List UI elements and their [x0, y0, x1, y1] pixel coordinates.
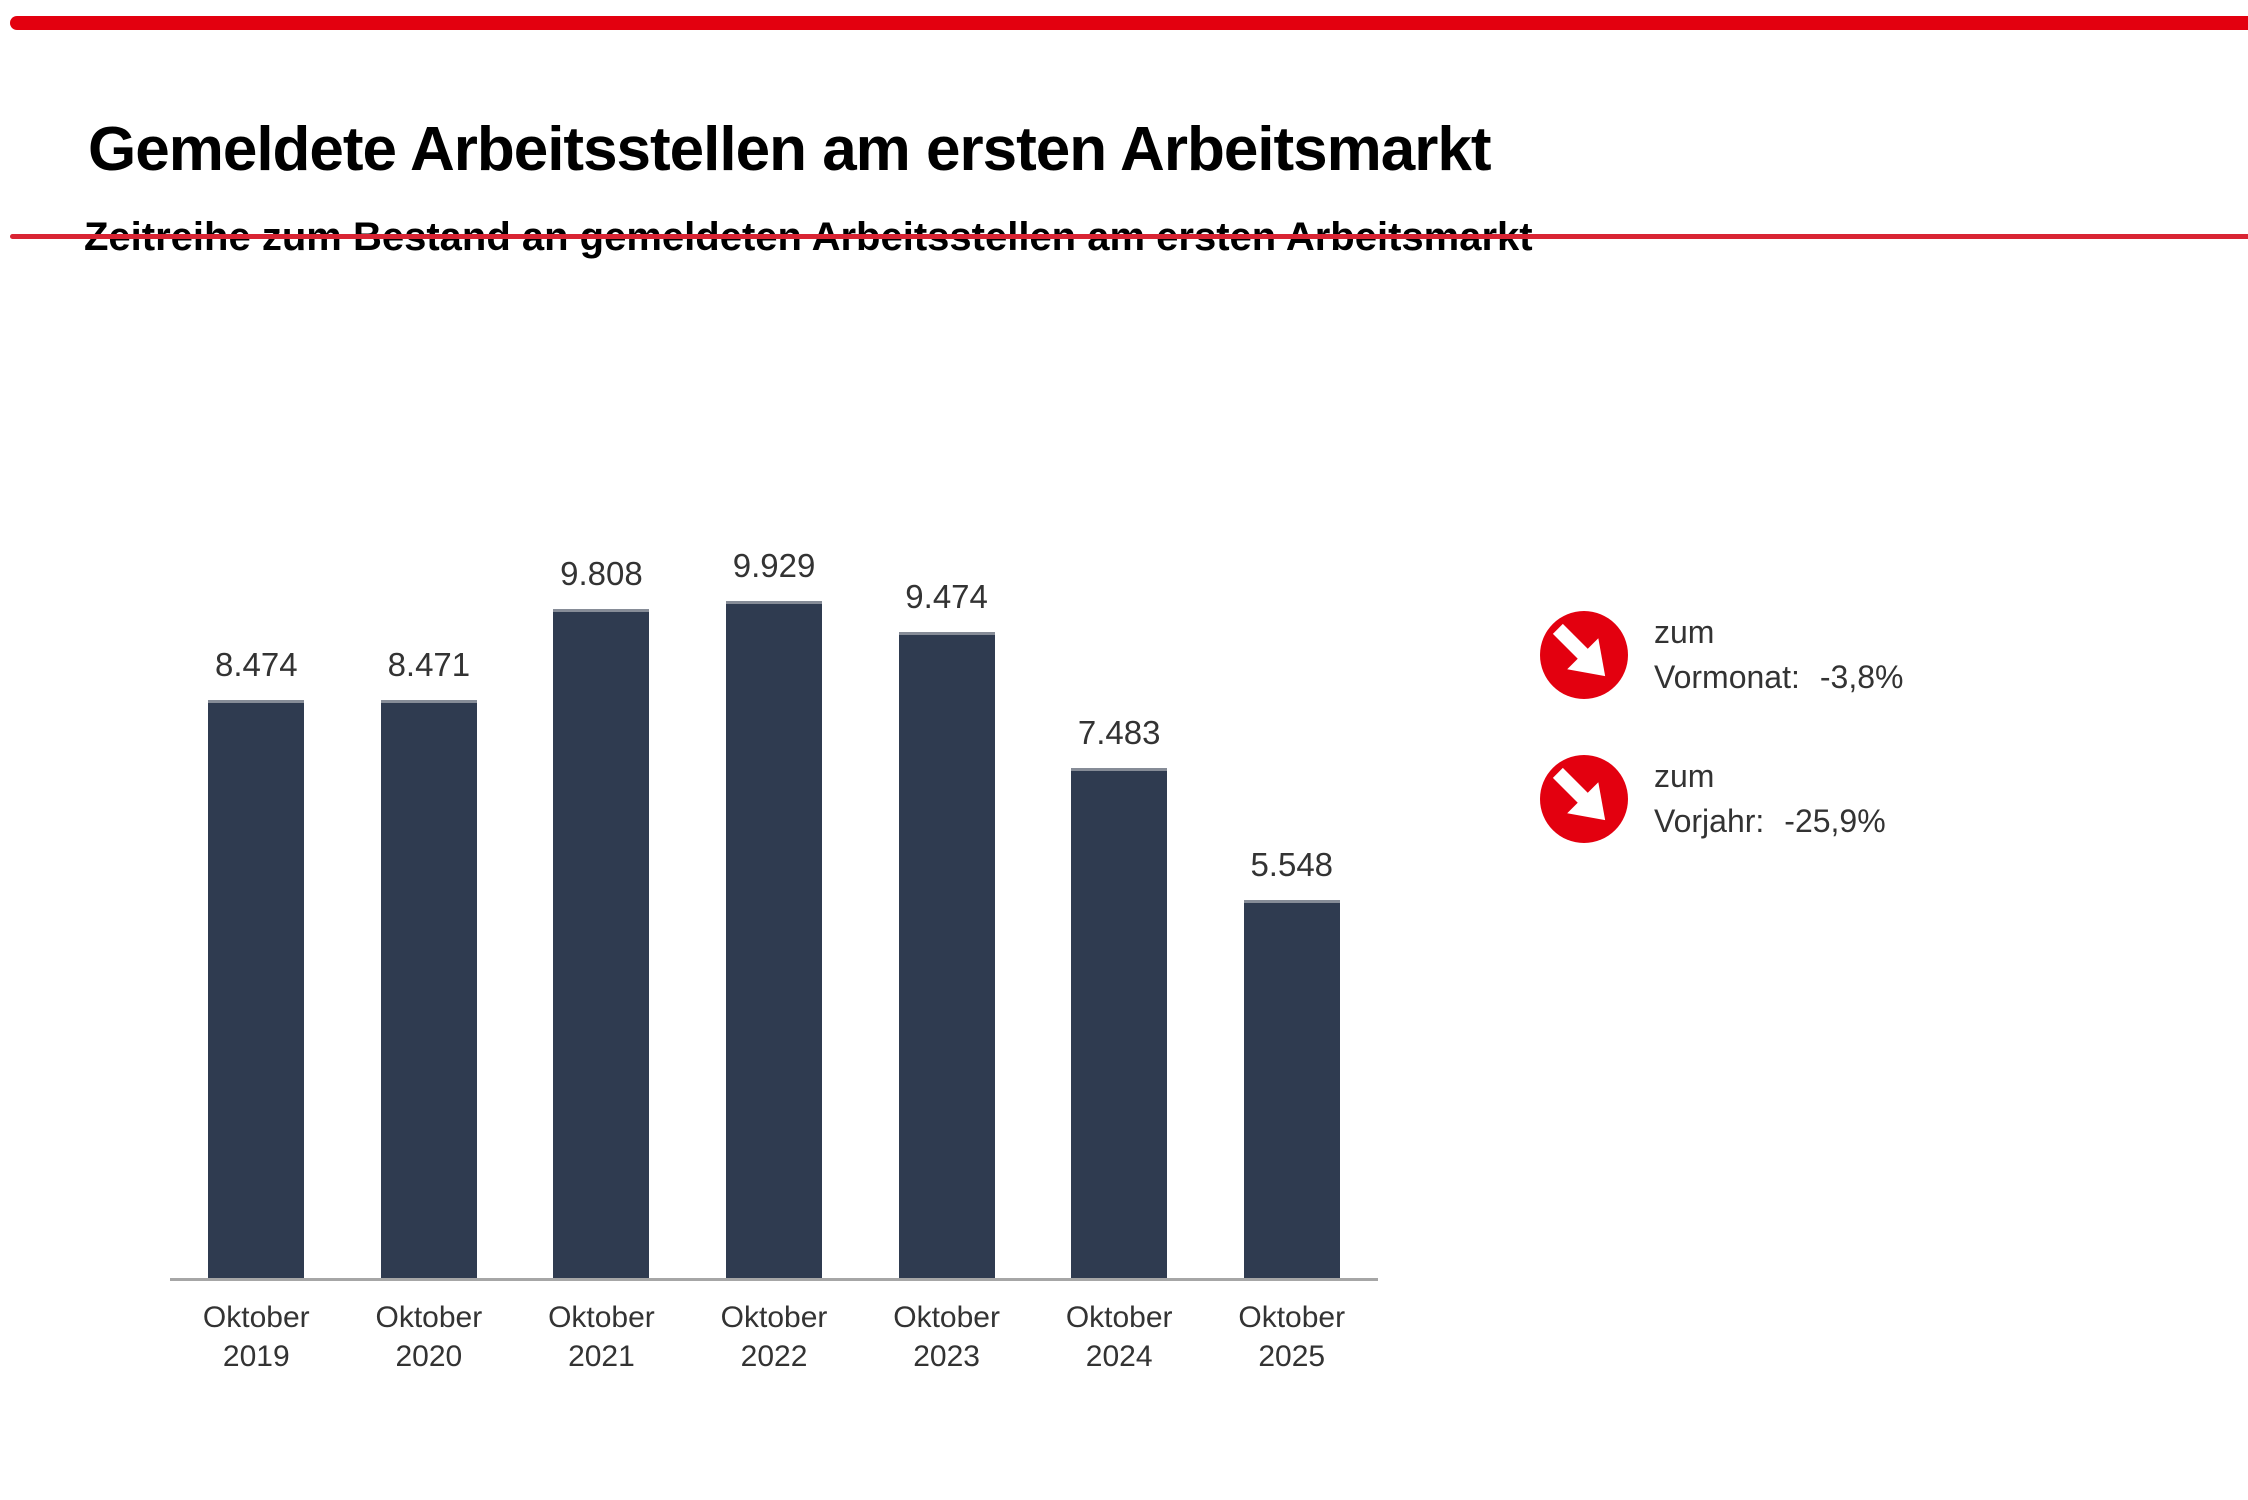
kpi-vormonat: zum Vormonat: -3,8%: [1540, 610, 1903, 700]
x-tick-label: Oktober 2020: [375, 1301, 483, 1373]
x-tick-label: Oktober 2023: [893, 1301, 1000, 1373]
bar-oktober-2020: [380, 700, 477, 1278]
chart-column-2024: 7.483: [1033, 714, 1206, 1278]
bar-value-label: 8.471: [387, 646, 471, 683]
x-axis-line: [170, 1278, 1378, 1281]
chart-column-2021: 9.808: [515, 555, 688, 1278]
bar-oktober-2022: [726, 601, 823, 1278]
arrow-down-right-icon: [1540, 611, 1628, 699]
x-tick-label: Oktober 2019: [202, 1301, 310, 1373]
page-title: Gemeldete Arbeitsstellen am ersten Arbei…: [88, 114, 1492, 184]
x-tick-label: Oktober 2025: [1238, 1301, 1346, 1373]
chart-column-2025: 5.548: [1205, 846, 1378, 1278]
bar-oktober-2019: [208, 700, 305, 1278]
bar-value-label: 9.929: [732, 547, 816, 584]
x-tick-label: Oktober 2024: [1065, 1301, 1173, 1373]
bar-oktober-2023: [898, 632, 995, 1278]
x-tick-label: Oktober 2022: [720, 1301, 828, 1373]
kpi-label: Vorjahr:: [1654, 803, 1765, 839]
arrow-down-right-icon: [1540, 755, 1628, 843]
bar-chart: 8.474 8.471 9.808 9.929 9.474 7.483 5.548: [170, 500, 1378, 1278]
bar-value-label: 8.474: [214, 646, 298, 683]
brand-top-bar: [10, 16, 2248, 30]
kpi-value: -25,9%: [1784, 803, 1886, 839]
header-divider: [10, 234, 2248, 239]
kpi-vorjahr-text: zum Vorjahr: -25,9%: [1654, 754, 1886, 844]
bar-chart-plot-area: 8.474 8.471 9.808 9.929 9.474 7.483 5.548: [170, 500, 1378, 1278]
bar-oktober-2025: [1243, 900, 1340, 1278]
bar-value-label: 5.548: [1250, 846, 1334, 883]
bar-oktober-2024: [1071, 768, 1168, 1278]
chart-column-2022: 9.929: [688, 547, 861, 1278]
chart-column-2023: 9.474: [860, 578, 1033, 1278]
x-tick-label: Oktober 2021: [548, 1301, 655, 1373]
bar-value-label: 7.483: [1077, 714, 1161, 751]
bar-oktober-2021: [553, 609, 650, 1278]
chart-column-2020: 8.471: [343, 646, 516, 1278]
bar-value-label: 9.808: [560, 555, 643, 592]
kpi-value: -3,8%: [1819, 659, 1904, 695]
kpi-vormonat-text: zum Vormonat: -3,8%: [1654, 610, 1903, 700]
kpi-vorjahr: zum Vorjahr: -25,9%: [1540, 754, 1903, 844]
kpi-label: Vormonat:: [1654, 659, 1800, 695]
bar-value-label: 9.474: [905, 578, 988, 615]
kpi-prefix: zum: [1654, 758, 1715, 794]
chart-column-2019: 8.474: [170, 646, 343, 1278]
kpi-legend: zum Vormonat: -3,8% zum Vorjahr: -25,9%: [1540, 610, 1903, 844]
x-axis-labels: Oktober 2019 Oktober 2020 Oktober 2021 Oktober…: [170, 1298, 1378, 1376]
kpi-prefix: zum: [1654, 614, 1715, 650]
